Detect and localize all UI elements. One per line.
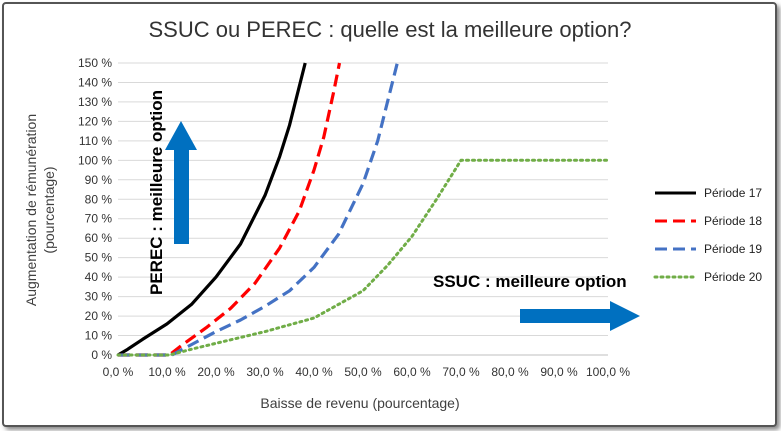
y-tick-label-40: 40 % [85, 270, 113, 284]
y-tick-label-140: 140 % [78, 75, 112, 89]
series-line-3 [118, 62, 399, 357]
y-tick-label-120: 120 % [78, 114, 112, 128]
x-tick-label-60: 60,0 % [393, 365, 431, 379]
y-tick-label-80: 80 % [85, 192, 113, 206]
x-tick-label-10: 10,0 % [148, 365, 186, 379]
x-tick-label-90: 90,0 % [540, 365, 578, 379]
x-tick-label-80: 80,0 % [491, 365, 529, 379]
chart-title: SSUC ou PEREC : quelle est la meilleure … [148, 17, 631, 42]
x-tick-label-50: 50,0 % [344, 365, 382, 379]
y-tick-label-30: 30 % [85, 290, 113, 304]
y-tick-label-0: 0 % [91, 348, 112, 362]
y-tick-labels: 0 % 10 % 20 % 30 % 40 % 50 % 60 % 70 % 80 % 90 % 1… [78, 56, 112, 362]
y-tick-label-90: 90 % [85, 173, 113, 187]
legend: Période 17 Période 18 Période 19 Période 20 [653, 186, 762, 284]
x-axis-label: Baisse de revenu (pourcentage) [260, 395, 459, 411]
ssuc-arrow [520, 301, 640, 331]
y-tick-label-150: 150 % [78, 56, 112, 70]
series-line-2 [118, 62, 342, 357]
legend-label-1: Période 17 [704, 186, 762, 200]
y-tick-label-60: 60 % [85, 231, 113, 245]
series-line-4 [116, 158, 610, 357]
y-axis-label-line2: (pourcentage) [41, 166, 57, 253]
y-tick-label-10: 10 % [85, 329, 113, 343]
x-tick-label-100: 100,0 % [586, 365, 630, 379]
y-tick-label-70: 70 % [85, 212, 113, 226]
legend-label-3: Période 19 [704, 242, 762, 256]
x-tick-label-40: 40,0 % [295, 365, 333, 379]
y-tick-label-110: 110 % [79, 134, 112, 148]
perec-arrow [165, 121, 197, 244]
y-tick-label-100: 100 % [78, 153, 112, 167]
x-tick-label-30: 30,0 % [246, 365, 284, 379]
x-tick-label-20: 20,0 % [197, 365, 235, 379]
y-axis-label-line1: Augmentation de rémunération [23, 114, 39, 306]
y-tick-label-50: 50 % [85, 251, 113, 265]
x-tick-label-70: 70,0 % [442, 365, 480, 379]
x-tick-label-0: 0,0 % [103, 365, 134, 379]
series-lines [116, 62, 610, 357]
y-tick-label-130: 130 % [78, 95, 112, 109]
ssuc-annotation: SSUC : meilleure option [433, 272, 627, 291]
y-tick-label-20: 20 % [85, 309, 113, 323]
perec-annotation: PEREC : meilleure option [147, 90, 166, 295]
legend-label-4: Période 20 [704, 270, 762, 284]
series-line-1 [117, 62, 307, 357]
x-tick-labels: 0,0 % 10,0 % 20,0 % 30,0 % 40,0 % 50,0 % 60,0 … [103, 365, 631, 379]
legend-label-2: Période 18 [704, 214, 762, 228]
